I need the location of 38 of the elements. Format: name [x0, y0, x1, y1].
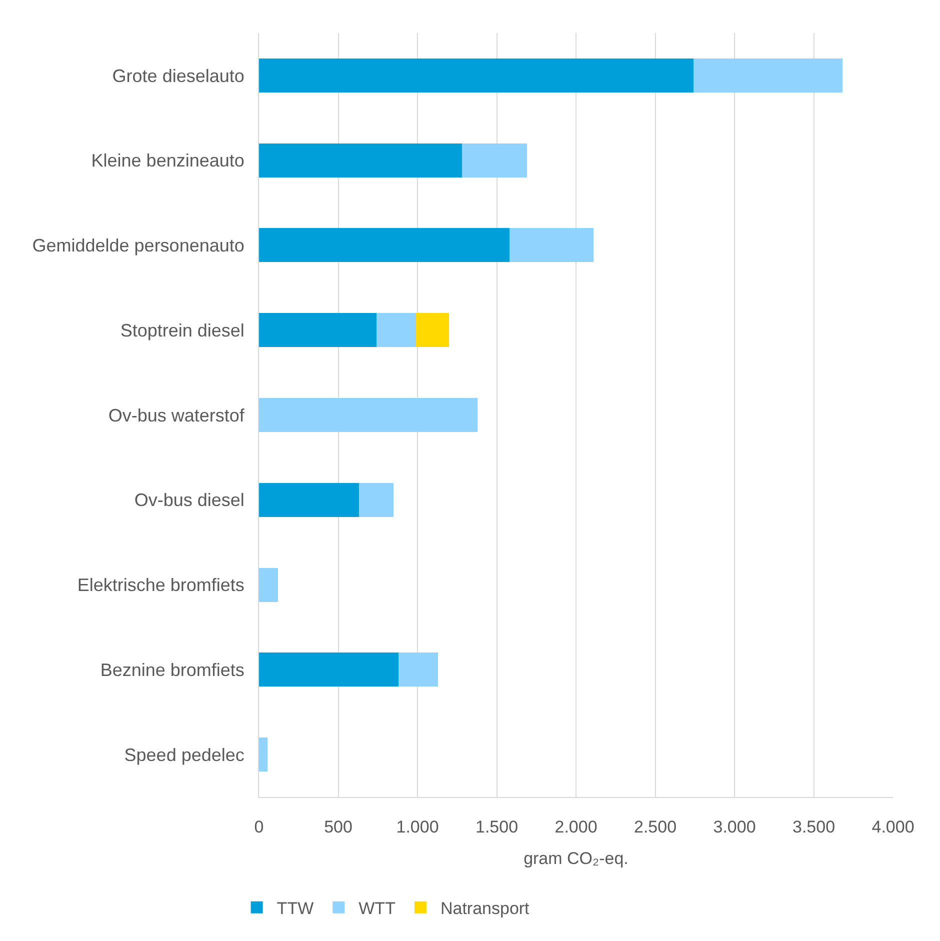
bar — [259, 482, 359, 517]
bar — [259, 228, 510, 262]
x-tick-label: 3.500 — [792, 817, 836, 836]
y-tick-label: Grote dieselauto — [112, 66, 244, 86]
y-tick-label: Ov-bus waterstof — [108, 405, 246, 426]
x-tick-label: 1.500 — [475, 817, 518, 836]
bar — [376, 313, 416, 348]
bar — [259, 58, 694, 92]
bar — [259, 398, 478, 432]
x-tick-label: 2.000 — [554, 817, 598, 836]
bar — [259, 313, 376, 348]
x-tick-label: 4.000 — [872, 817, 914, 836]
bar — [462, 143, 527, 178]
legend-label: WTT — [358, 898, 396, 918]
legend-label: Natransport — [440, 898, 530, 918]
y-tick-label: Gemiddelde personenauto — [32, 236, 244, 256]
x-tick-label: 1.000 — [396, 817, 439, 836]
bar — [693, 58, 842, 92]
y-tick-label: Ov-bus diesel — [134, 490, 244, 510]
bar — [259, 568, 278, 602]
x-tick-label: 500 — [324, 817, 352, 836]
x-tick-label: 3.000 — [713, 817, 756, 836]
bar — [259, 143, 462, 178]
bar — [358, 482, 394, 517]
bar — [398, 652, 438, 687]
y-tick-label: Stoptrein diesel — [120, 320, 244, 340]
y-tick-label: Elektrische bromfiets — [77, 575, 244, 596]
x-tick-label: 2.500 — [634, 817, 677, 836]
x-tick-label: 0 — [254, 817, 264, 836]
bar — [509, 228, 594, 262]
y-tick-label: Beznine bromfiets — [100, 660, 244, 680]
bar — [259, 738, 268, 772]
x-axis-title: gram CO₂-eq. — [524, 848, 628, 868]
bar — [416, 313, 450, 348]
y-tick-label: Speed pedelec — [124, 744, 244, 765]
bar — [259, 652, 398, 687]
y-tick-label: Kleine benzineauto — [91, 150, 244, 171]
legend-label: TTW — [276, 898, 314, 918]
